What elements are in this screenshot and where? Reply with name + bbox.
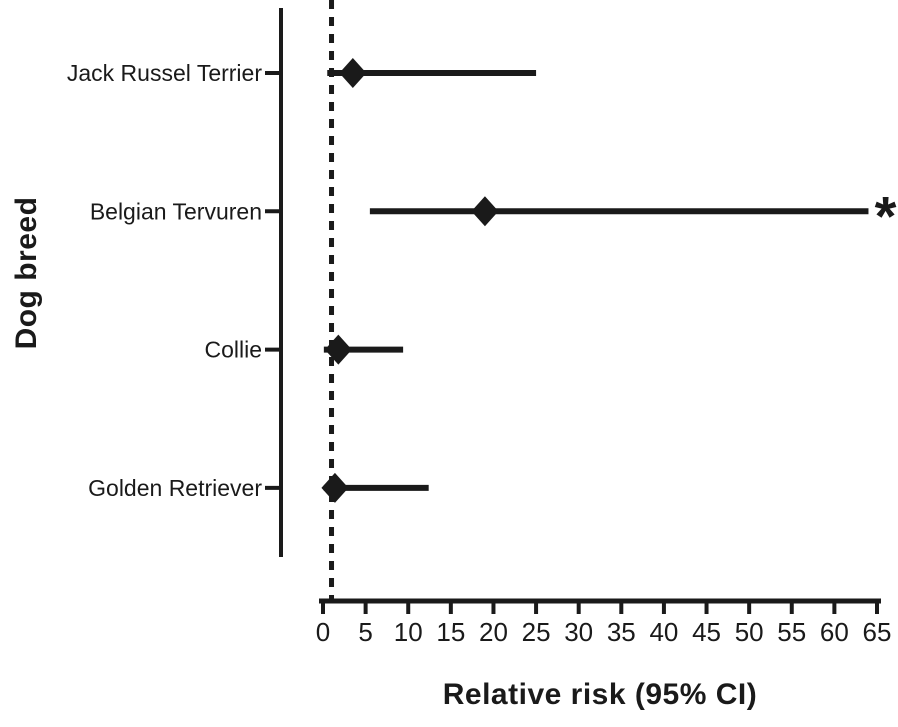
x-tick-label: 15	[436, 617, 465, 647]
x-tick-label: 55	[777, 617, 806, 647]
x-tick-label: 45	[692, 617, 721, 647]
significance-asterisk: *	[875, 184, 897, 247]
x-tick-label: 25	[522, 617, 551, 647]
x-tick-label: 20	[479, 617, 508, 647]
category-label: Jack Russel Terrier	[67, 60, 262, 86]
x-tick-label: 30	[564, 617, 593, 647]
estimate-diamond	[321, 472, 349, 503]
estimate-diamond	[471, 196, 499, 227]
x-tick-label: 50	[735, 617, 764, 647]
x-tick-label: 65	[863, 617, 892, 647]
x-tick-label: 60	[820, 617, 849, 647]
estimate-diamond	[324, 334, 352, 365]
y-axis-title: Dog breed	[10, 196, 43, 350]
x-tick-label: 0	[316, 617, 330, 647]
x-tick-label: 35	[607, 617, 636, 647]
x-tick-label: 40	[649, 617, 678, 647]
x-axis-title: Relative risk (95% CI)	[442, 678, 758, 711]
category-label: Collie	[204, 337, 262, 363]
x-tick-label: 5	[358, 617, 372, 647]
category-label: Golden Retriever	[88, 475, 262, 501]
x-tick-label: 10	[394, 617, 423, 647]
estimate-diamond	[339, 58, 367, 88]
category-label: Belgian Tervuren	[90, 198, 262, 224]
